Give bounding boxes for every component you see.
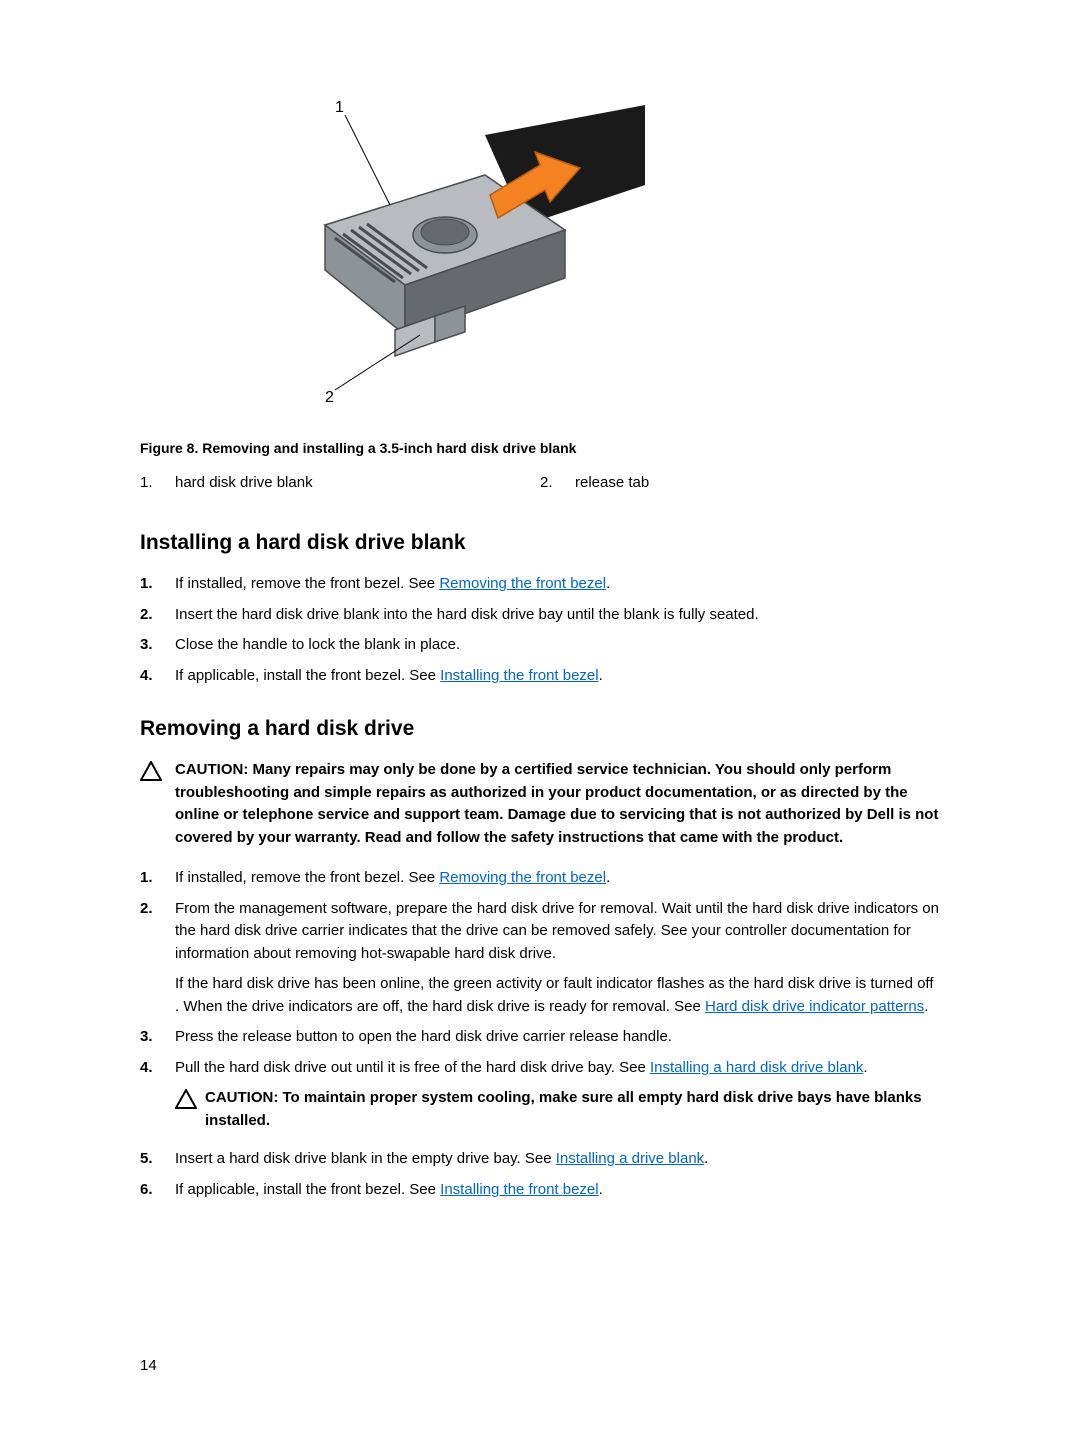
step-text: If applicable, install the front bezel. … — [175, 665, 940, 688]
step-number: 5. — [140, 1148, 175, 1171]
callout-number-1: 1 — [335, 99, 344, 116]
list-item: 2. Insert the hard disk drive blank into… — [140, 604, 940, 627]
step-text: Insert a hard disk drive blank in the em… — [175, 1148, 940, 1171]
step-text: Close the handle to lock the blank in pl… — [175, 634, 940, 657]
step-number: 4. — [140, 1057, 175, 1141]
page-number: 14 — [140, 1357, 157, 1374]
step-number: 2. — [140, 604, 175, 627]
removing-hdd-steps: 1. If installed, remove the front bezel.… — [140, 867, 940, 1201]
caution-text: CAUTION: To maintain proper system cooli… — [205, 1087, 940, 1132]
section-heading-install-blank: Installing a hard disk drive blank — [140, 531, 940, 555]
step-text: From the management software, prepare th… — [175, 898, 940, 1019]
callout-legend: 1. hard disk drive blank 2. release tab — [140, 474, 940, 491]
list-item: 2. From the management software, prepare… — [140, 898, 940, 1019]
link-hdd-indicator-patterns[interactable]: Hard disk drive indicator patterns — [705, 998, 924, 1015]
section-heading-removing-hdd: Removing a hard disk drive — [140, 717, 940, 741]
callout-label: release tab — [575, 474, 649, 491]
step-paragraph: If the hard disk drive has been online, … — [175, 973, 940, 1018]
callout-num: 1. — [140, 474, 175, 491]
step-text: Insert the hard disk drive blank into th… — [175, 604, 940, 627]
step-number: 3. — [140, 634, 175, 657]
step-number: 6. — [140, 1179, 175, 1202]
step-text: If installed, remove the front bezel. Se… — [175, 867, 940, 890]
link-removing-front-bezel[interactable]: Removing the front bezel — [439, 869, 606, 886]
list-item: 1. If installed, remove the front bezel.… — [140, 867, 940, 890]
step-text: Press the release button to open the har… — [175, 1026, 940, 1049]
list-item: 4. Pull the hard disk drive out until it… — [140, 1057, 940, 1141]
link-removing-front-bezel[interactable]: Removing the front bezel — [439, 575, 606, 592]
step-text: If applicable, install the front bezel. … — [175, 1179, 940, 1202]
list-item: 3. Press the release button to open the … — [140, 1026, 940, 1049]
nested-caution-block: CAUTION: To maintain proper system cooli… — [175, 1087, 940, 1132]
callout-item: 1. hard disk drive blank — [140, 474, 540, 491]
list-item: 3. Close the handle to lock the blank in… — [140, 634, 940, 657]
step-number: 4. — [140, 665, 175, 688]
figure-container: 1 2 — [230, 90, 940, 410]
caution-block: CAUTION: Many repairs may only be done b… — [140, 759, 940, 849]
caution-text: CAUTION: Many repairs may only be done b… — [175, 759, 940, 849]
step-text: Pull the hard disk drive out until it is… — [175, 1057, 940, 1141]
technical-illustration: 1 2 — [230, 90, 650, 410]
hdd-blank-diagram: 1 2 — [230, 90, 650, 410]
step-text: If installed, remove the front bezel. Se… — [175, 573, 940, 596]
list-item: 6. If applicable, install the front beze… — [140, 1179, 940, 1202]
link-installing-front-bezel[interactable]: Installing the front bezel — [440, 667, 598, 684]
install-blank-steps: 1. If installed, remove the front bezel.… — [140, 573, 940, 687]
callout-number-2: 2 — [325, 389, 334, 406]
step-number: 3. — [140, 1026, 175, 1049]
figure-caption: Figure 8. Removing and installing a 3.5-… — [140, 440, 940, 456]
step-number: 1. — [140, 867, 175, 890]
step-number: 1. — [140, 573, 175, 596]
link-installing-front-bezel[interactable]: Installing the front bezel — [440, 1181, 598, 1198]
list-item: 5. Insert a hard disk drive blank in the… — [140, 1148, 940, 1171]
list-item: 1. If installed, remove the front bezel.… — [140, 573, 940, 596]
callout-item: 2. release tab — [540, 474, 940, 491]
callout-label: hard disk drive blank — [175, 474, 313, 491]
link-installing-drive-blank[interactable]: Installing a drive blank — [556, 1150, 704, 1167]
list-item: 4. If applicable, install the front beze… — [140, 665, 940, 688]
caution-icon — [175, 1087, 205, 1132]
document-page: 1 2 Figure 8. Removing and installing a … — [0, 0, 1080, 1269]
step-number: 2. — [140, 898, 175, 1019]
callout-num: 2. — [540, 474, 575, 491]
caution-icon — [140, 759, 175, 849]
link-installing-hdd-blank[interactable]: Installing a hard disk drive blank — [650, 1059, 863, 1076]
